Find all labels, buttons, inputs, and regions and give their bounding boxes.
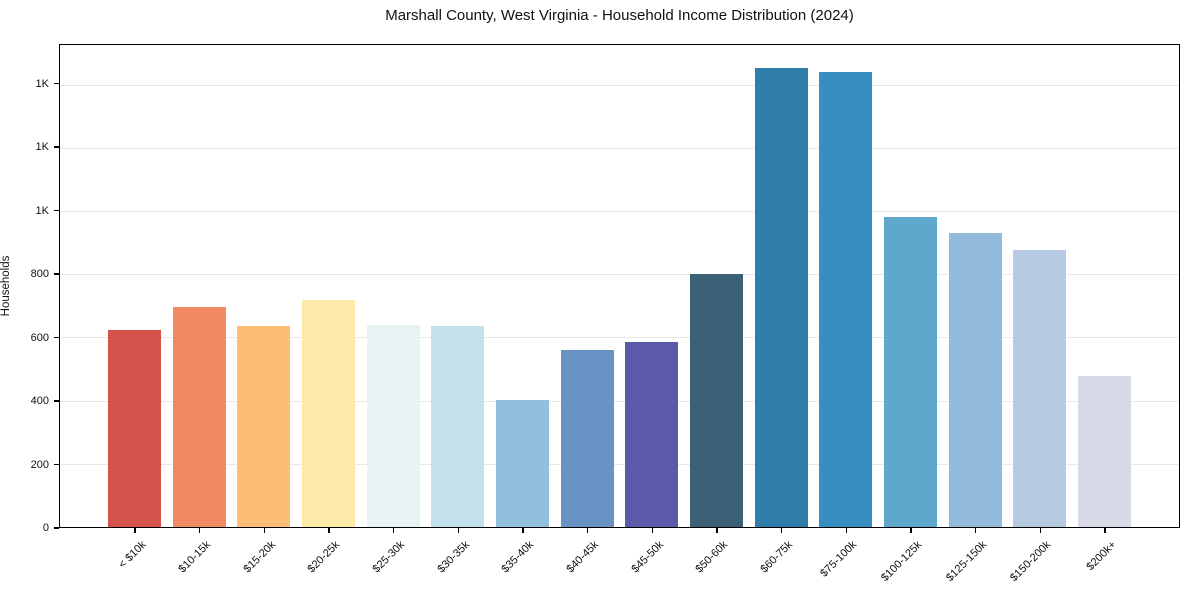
bar-$15-20k bbox=[237, 326, 291, 527]
bar-$150-200k bbox=[1013, 249, 1067, 527]
xtick-label-$100-125k: $100-125k bbox=[878, 538, 925, 585]
ytick-label-0: 0 bbox=[42, 522, 49, 534]
xtick-label-$40-45k: $40-45k bbox=[564, 538, 601, 576]
gridline-y800 bbox=[60, 274, 1179, 276]
xtick-label-$20-25k: $20-25k bbox=[305, 538, 343, 576]
xtick-label-$30-35k: $30-35k bbox=[434, 538, 472, 576]
ytick-mark-1400 bbox=[54, 82, 59, 85]
xtick-mark-$45-50k bbox=[651, 528, 654, 533]
gridline-y200 bbox=[60, 463, 1179, 465]
bar-$200k+ bbox=[1078, 375, 1131, 527]
xtick-label-$25-30k: $25-30k bbox=[370, 538, 407, 576]
gridline-y400 bbox=[60, 400, 1179, 402]
xtick-mark-$50-60k bbox=[716, 528, 718, 533]
bar-$45-50k bbox=[625, 342, 679, 527]
gridline-y1200 bbox=[60, 147, 1179, 149]
gridline-y1400 bbox=[60, 84, 1179, 86]
ytick-mark-600 bbox=[54, 336, 59, 339]
ytick-mark-1000 bbox=[54, 209, 59, 212]
x-axis-ticks: < $10k $10-15k $15-20k $20-25k $25-30k $30-35… bbox=[59, 528, 1180, 590]
xtick-label-$35-40k: $35-40k bbox=[499, 538, 537, 576]
y-axis-ticks: 0 200 400 600 800 1K 1K 1K bbox=[0, 44, 59, 534]
ytick-label-200: 200 bbox=[30, 458, 49, 471]
ytick-mark-800 bbox=[54, 273, 59, 275]
bar-$35-40k bbox=[496, 399, 549, 527]
bar-$75-100k bbox=[819, 71, 873, 527]
ytick-mark-400 bbox=[54, 400, 59, 402]
bar-$40-45k bbox=[560, 349, 614, 527]
xtick-mark-< $10k bbox=[134, 528, 136, 533]
xtick-mark-$30-35k bbox=[457, 528, 460, 533]
xtick-mark-$10-15k bbox=[198, 528, 201, 533]
ytick-label-600: 600 bbox=[30, 331, 49, 344]
xtick-mark-$15-20k bbox=[263, 528, 266, 533]
xtick-label-$10-15k: $10-15k bbox=[176, 538, 213, 576]
bar-$20-25k bbox=[302, 299, 355, 527]
xtick-mark-$40-45k bbox=[586, 528, 589, 533]
bar-$100-125k bbox=[884, 217, 937, 527]
xtick-label-$125-150k: $125-150k bbox=[943, 538, 989, 585]
xtick-label-$15-20k: $15-20k bbox=[240, 538, 278, 576]
xtick-mark-$20-25k bbox=[328, 528, 330, 533]
ytick-label-1200: 1K bbox=[35, 141, 49, 154]
xtick-label-$60-75k: $60-75k bbox=[758, 538, 795, 576]
xtick-mark-$200k+ bbox=[1104, 528, 1106, 533]
xtick-mark-$35-40k bbox=[522, 528, 524, 533]
bar-$60-75k bbox=[754, 68, 808, 527]
bar-$25-30k bbox=[366, 325, 420, 527]
chart-title: Marshall County, West Virginia - Househo… bbox=[385, 7, 854, 24]
gridline-y600 bbox=[60, 337, 1179, 339]
xtick-label-$75-100k: $75-100k bbox=[818, 538, 860, 580]
xtick-label-$150-200k: $150-200k bbox=[1008, 538, 1054, 585]
xtick-label-< $10k: < $10k bbox=[116, 538, 149, 571]
ytick-mark-0 bbox=[54, 527, 59, 529]
xtick-mark-$75-100k bbox=[845, 528, 848, 533]
ytick-label-1400: 1K bbox=[35, 77, 49, 90]
bar-< $10k bbox=[108, 330, 161, 527]
ytick-label-800: 800 bbox=[30, 268, 49, 281]
xtick-mark-$150-200k bbox=[1039, 528, 1042, 533]
bar-$10-15k bbox=[172, 306, 226, 527]
ytick-mark-200 bbox=[54, 463, 59, 466]
xtick-mark-$25-30k bbox=[392, 528, 395, 533]
plot-frame bbox=[59, 44, 1180, 528]
bar-$50-60k bbox=[690, 274, 743, 527]
xtick-mark-$60-75k bbox=[780, 528, 783, 533]
gridline-y1000 bbox=[60, 210, 1179, 212]
xtick-mark-$125-150k bbox=[974, 528, 977, 533]
xtick-mark-$100-125k bbox=[910, 528, 912, 533]
ytick-label-1000: 1K bbox=[35, 204, 49, 217]
xtick-label-$50-60k: $50-60k bbox=[693, 538, 731, 576]
bar-$30-35k bbox=[431, 326, 485, 527]
ytick-mark-1200 bbox=[54, 146, 59, 148]
bar-$125-150k bbox=[948, 232, 1002, 527]
ytick-label-400: 400 bbox=[30, 395, 49, 408]
xtick-label-$200k+: $200k+ bbox=[1084, 538, 1119, 573]
xtick-label-$45-50k: $45-50k bbox=[628, 538, 666, 576]
